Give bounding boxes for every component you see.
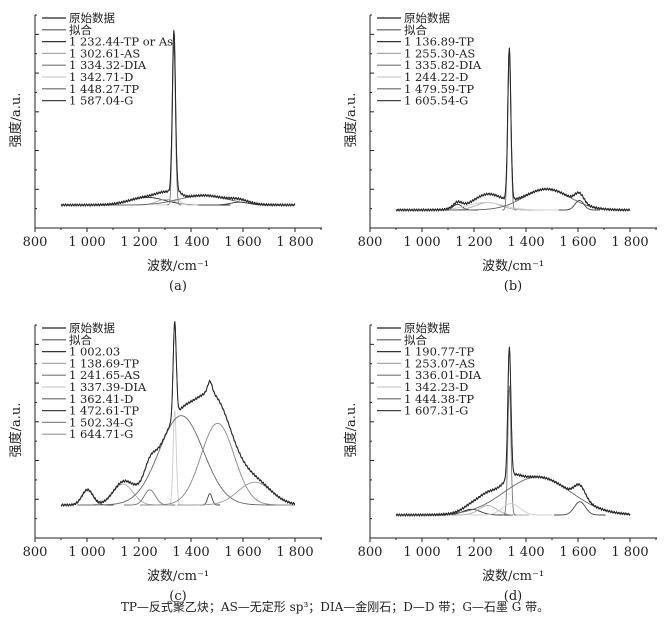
component-peak-line <box>155 198 197 206</box>
component-peak-line <box>140 422 295 506</box>
panel-label: (c) <box>169 589 186 604</box>
legend-label: 1 362.41-D <box>69 392 133 406</box>
x-axis-label: 波数/cm⁻¹ <box>482 259 544 274</box>
legend-label: 1 472.61-TP <box>69 404 139 418</box>
legend-label: 原始数据 <box>404 321 450 335</box>
legend-label: 1 607.31-G <box>404 404 468 418</box>
raw-data-line <box>395 346 631 518</box>
x-axis-label: 波数/cm⁻¹ <box>482 569 544 584</box>
legend-label: 1 335.82-DIA <box>404 58 482 72</box>
component-peak-line <box>123 489 176 506</box>
legend-label: 1 302.61-AS <box>69 46 140 60</box>
legend-label: 1 444.38-TP <box>404 392 474 406</box>
x-tick-label: 1 200 <box>120 235 157 250</box>
x-tick-label: 800 <box>23 545 48 560</box>
x-axis-label: 波数/cm⁻¹ <box>147 569 209 584</box>
legend-label: 1 587.04-G <box>69 94 133 108</box>
legend-label: 1 002.03 <box>69 345 120 359</box>
component-peak-line <box>177 481 296 506</box>
x-tick-label: 1 200 <box>120 545 157 560</box>
x-tick-label: 1 000 <box>403 235 440 250</box>
figure-caption: TP—反式聚乙炔；AS—无定形 sp³；DIA—金刚石；D—D 带；G—石墨 G… <box>120 600 550 614</box>
x-tick-label: 1 400 <box>507 545 544 560</box>
component-peak-line <box>554 501 606 516</box>
legend-label: 原始数据 <box>69 321 115 335</box>
panel-label: (d) <box>504 589 522 604</box>
legend-label: 拟合 <box>69 333 92 347</box>
x-tick-label: 1 400 <box>507 235 544 250</box>
legend-label: 1 241.65-AS <box>69 368 140 382</box>
legend-label: 1 342.23-D <box>404 380 468 394</box>
x-tick-label: 1 400 <box>172 235 209 250</box>
x-tick-label: 1 800 <box>611 545 648 560</box>
component-peak-line <box>469 503 553 516</box>
panel-label: (a) <box>169 279 187 294</box>
legend-label: 1 605.54-G <box>404 94 468 108</box>
legend-label: 原始数据 <box>69 11 115 25</box>
legend-label: 1 190.77-TP <box>404 345 474 359</box>
chart-panel-d: 800 1 000 1 200 1 400 1 600 1 800 波数/cm⁻¹ (d) 强度… <box>335 310 670 610</box>
y-axis-label: 强度/a.u. <box>343 93 359 148</box>
x-tick-label: 1 600 <box>224 235 261 250</box>
legend-label: 1 336.01-DIA <box>404 368 482 382</box>
y-axis-label: 强度/a.u. <box>8 403 24 458</box>
legend-label: 1 334.32-DIA <box>69 58 147 72</box>
component-peak-line <box>502 58 517 211</box>
x-tick-label: 1 800 <box>276 545 313 560</box>
raw-data-line <box>60 321 296 508</box>
legend-label: 拟合 <box>404 333 427 347</box>
x-tick-label: 800 <box>23 235 48 250</box>
legend-label: 1 448.27-TP <box>69 82 139 96</box>
x-tick-label: 1 200 <box>455 545 492 560</box>
legend-label: 1 232.44-TP or As <box>69 35 173 49</box>
chart-panel-c: 800 1 000 1 200 1 400 1 600 1 800 波数/cm⁻¹ (c) 强度… <box>0 310 335 610</box>
legend-label: 1 244.22-D <box>404 70 468 84</box>
legend-label: 拟合 <box>404 23 427 37</box>
x-tick-label: 800 <box>358 545 383 560</box>
component-peak-line <box>558 200 600 211</box>
y-axis-label: 强度/a.u. <box>8 93 24 148</box>
y-axis-label: 强度/a.u. <box>343 403 359 458</box>
x-tick-label: 1 600 <box>224 545 261 560</box>
legend-label: 1 644.71-G <box>69 427 133 441</box>
legend-label: 拟合 <box>69 23 92 37</box>
legend-label: 1 253.07-AS <box>404 356 475 370</box>
x-tick-label: 1 800 <box>611 235 648 250</box>
legend-label: 1 255.30-AS <box>404 46 475 60</box>
x-axis-label: 波数/cm⁻¹ <box>147 259 209 274</box>
x-tick-label: 1 000 <box>403 545 440 560</box>
legend-label: 1 138.69-TP <box>69 356 139 370</box>
raw-data-line <box>60 30 296 208</box>
x-tick-label: 1 800 <box>276 235 313 250</box>
legend-label: 1 479.59-TP <box>404 82 474 96</box>
component-peak-line <box>502 385 517 516</box>
legend-label: 1 342.71-D <box>69 70 133 84</box>
chart-panel-b: 800 1 000 1 200 1 400 1 600 1 800 波数/cm⁻¹ (b) 强度… <box>335 0 670 300</box>
component-peak-line <box>77 415 286 506</box>
raw-data-line <box>395 47 631 213</box>
x-tick-label: 1 600 <box>559 545 596 560</box>
legend-label: 1 136.89-TP <box>404 35 474 49</box>
x-tick-label: 800 <box>358 235 383 250</box>
x-tick-label: 1 000 <box>68 545 105 560</box>
legend-label: 原始数据 <box>404 11 450 25</box>
x-tick-label: 1 600 <box>559 235 596 250</box>
chart-panel-a: 800 1 000 1 200 1 400 1 600 1 800 波数/cm⁻¹ (a) 强度… <box>0 0 335 300</box>
x-tick-label: 1 400 <box>172 545 209 560</box>
panel-label: (b) <box>504 279 522 294</box>
component-peak-line <box>62 489 114 506</box>
x-tick-label: 1 000 <box>68 235 105 250</box>
x-tick-label: 1 200 <box>455 235 492 250</box>
legend-label: 1 502.34-G <box>69 415 133 429</box>
component-peak-line <box>167 45 182 206</box>
legend-label: 1 337.39-DIA <box>69 380 147 394</box>
